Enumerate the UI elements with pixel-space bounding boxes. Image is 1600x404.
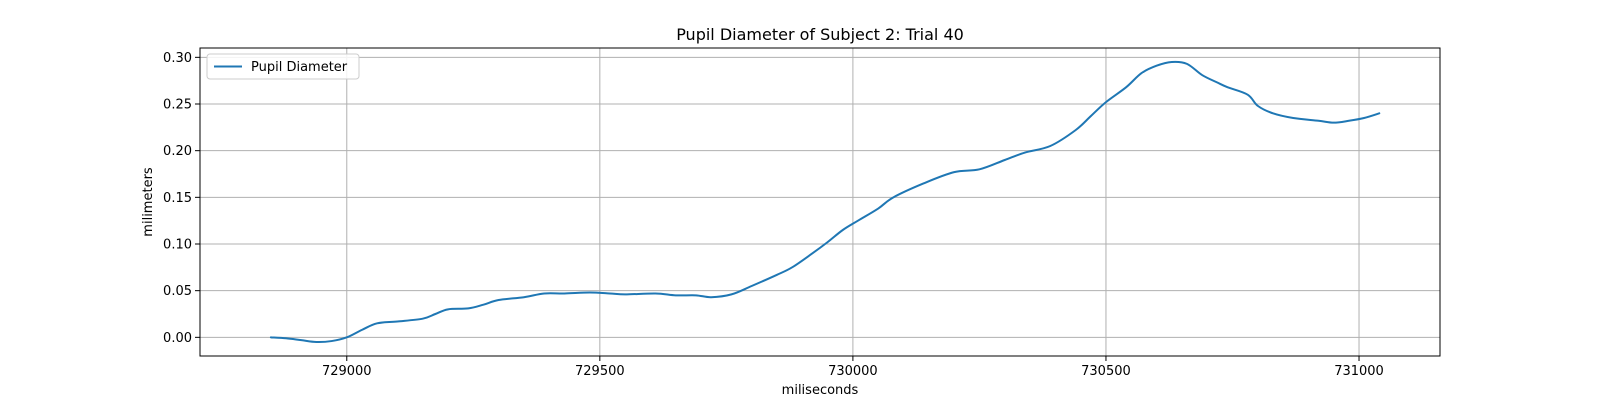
y-axis-label: milimeters [141,167,156,237]
legend: Pupil Diameter [206,53,360,80]
y-axis-ticks: 0.00 0.05 0.10 0.15 0.20 0.25 0.30 [163,51,200,346]
x-axis-ticks: 729000 729500 730000 730500 731000 [322,356,1384,379]
y-tick-label: 0.30 [163,51,192,66]
plot-frame [199,47,1441,357]
x-tick-label: 730500 [1081,364,1131,379]
y-tick-label: 0.15 [163,191,192,206]
y-tick-label: 0.10 [163,238,192,253]
legend-label: Pupil Diameter [251,60,348,75]
legend-box [206,53,360,80]
y-tick-label: 0.05 [163,284,192,299]
grid [200,48,1440,356]
series-line-pupil-diameter [269,60,1381,344]
x-tick-label: 729500 [575,364,625,379]
y-tick-label: 0.20 [163,144,192,159]
x-axis-label: miliseconds [782,383,859,398]
x-tick-label: 729000 [322,364,372,379]
y-tick-label: 0.00 [163,331,192,346]
series-layer [269,60,1381,344]
y-tick-label: 0.25 [163,98,192,113]
x-tick-label: 730000 [828,364,878,379]
chart-title: Pupil Diameter of Subject 2: Trial 40 [676,25,964,44]
x-tick-label: 731000 [1334,364,1384,379]
